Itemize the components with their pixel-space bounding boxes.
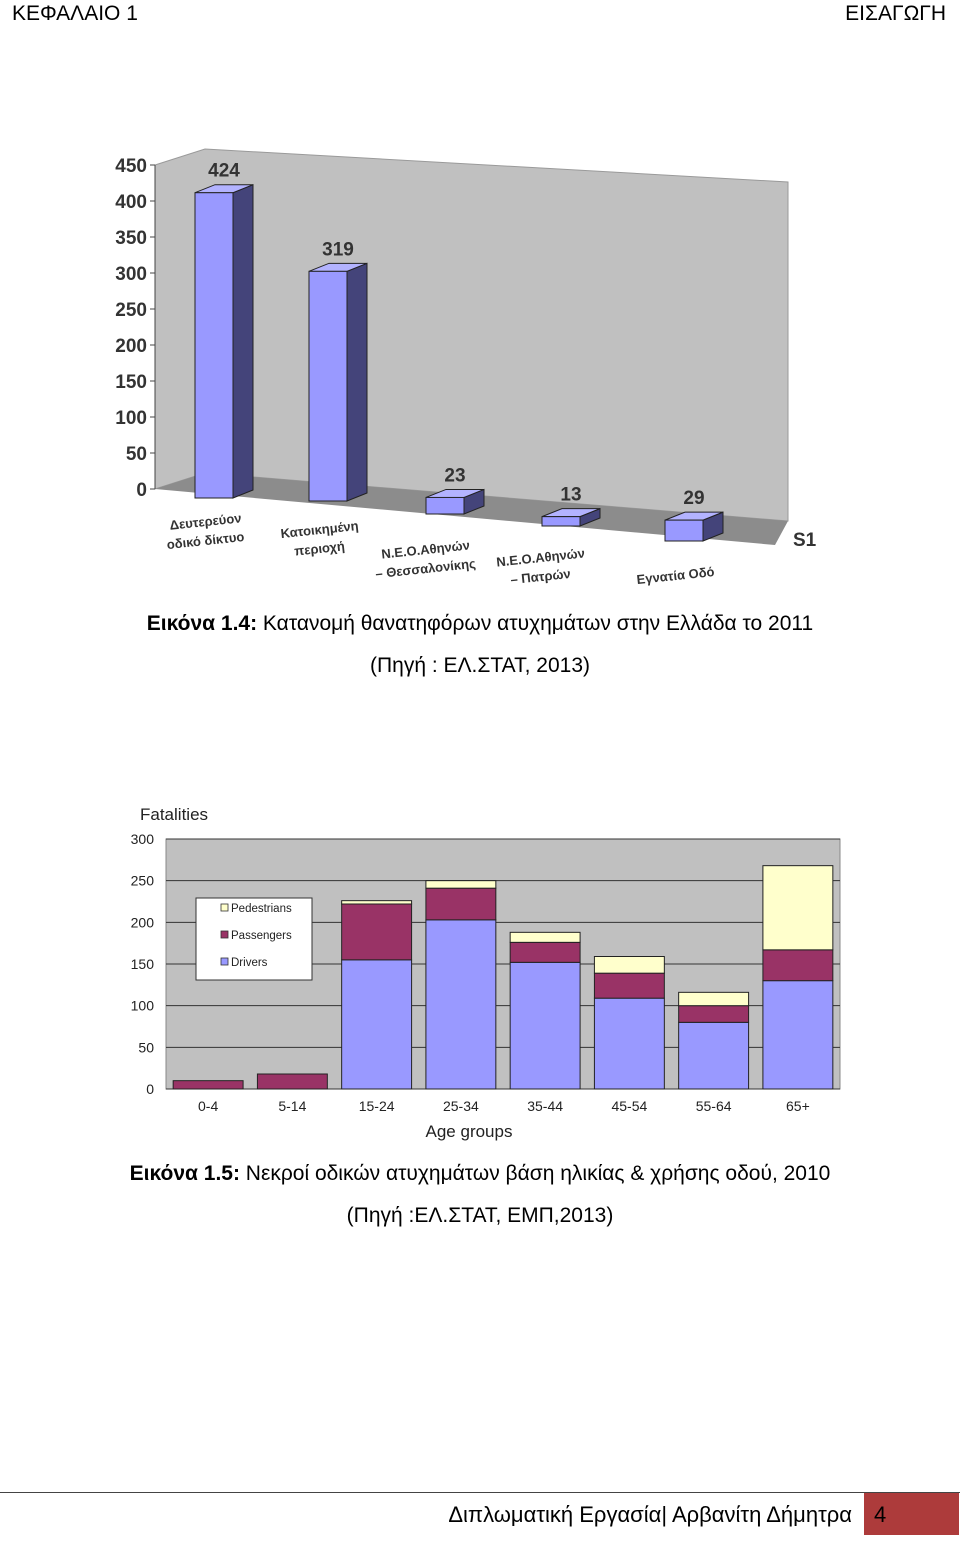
fatal-accidents-3d-bar-chart: 0 50 100 150 200 250 300 350 400 450 424 319 23 13 29 Δ…: [115, 148, 817, 587]
x-tick-label: 25-34: [443, 1098, 479, 1114]
bar-segment: [678, 991, 750, 1007]
bar-segment: [425, 880, 497, 889]
bar-segment: [341, 959, 413, 1090]
y-tick-label: 450: [115, 156, 147, 177]
bar-segment: [678, 1005, 750, 1023]
bar-segment: [593, 997, 665, 1090]
figure-2-caption-text: Νεκροί οδικών ατυχημάτων βάση ηλικίας & …: [239, 1162, 831, 1185]
x-tick-label: 0-4: [198, 1098, 218, 1114]
x-tick-label: 45-54: [611, 1098, 647, 1114]
y-tick-label: 200: [131, 914, 155, 930]
bar-segment: [341, 900, 413, 905]
category-label: Κατοικημένη: [280, 518, 359, 541]
bar-segment: [762, 949, 834, 982]
figure-2-caption: Εικόνα 1.5: Νεκροί οδικών ατυχημάτων βάσ…: [0, 1162, 960, 1186]
category-label: οδικό δίκτυο: [166, 529, 245, 552]
footer-divider: [0, 1492, 960, 1493]
bar-segment: [172, 1080, 244, 1090]
y-tick-label: 150: [131, 956, 155, 972]
y-tick-label: 300: [115, 264, 147, 285]
figure-1-caption-source: (Πηγή : ΕΛ.ΣΤΑΤ, 2013): [370, 654, 590, 677]
y-tick-label: 300: [131, 831, 155, 847]
age-groups-stacked-bar-chart: 0 50 100 150 200 250 300 0-4 5-14 15-24 25-34 35-44…: [131, 805, 841, 1141]
bar-value-label: 424: [208, 161, 240, 182]
x-tick-label: 65+: [786, 1098, 810, 1114]
bar: [664, 519, 704, 542]
bar: [308, 270, 348, 502]
y-tick-label: 0: [146, 1081, 154, 1097]
legend-label: Pedestrians: [231, 903, 292, 915]
y-tick-label: 50: [126, 444, 147, 465]
y-tick-label: 200: [115, 336, 147, 357]
category-label: περιοχή: [294, 538, 346, 558]
figure-1-caption-label: Εικόνα 1.4:: [146, 612, 258, 635]
legend-label: Drivers: [231, 957, 268, 969]
bar-value-label: 13: [560, 485, 581, 506]
legend-box: [195, 897, 313, 981]
x-tick-label: 15-24: [359, 1098, 395, 1114]
figure-1-caption: Εικόνα 1.4: Κατανομή θανατηφόρων ατυχημά…: [0, 612, 960, 636]
bar-segment: [509, 961, 581, 1090]
y-tick-label: 100: [115, 408, 147, 429]
x-tick-label: 35-44: [527, 1098, 563, 1114]
bar-segment: [341, 903, 413, 961]
bar-segment: [425, 887, 497, 921]
bar-segment: [762, 980, 834, 1090]
footer-title: Διπλωματική Εργασία| Αρβανίτη Δήμητρα: [448, 1502, 852, 1527]
page-number: 4: [874, 1502, 887, 1527]
category-label: Εγνατία Οδό: [636, 564, 715, 587]
category-label: Ν.Ε.Ο.Αθηνών: [496, 545, 586, 569]
figure-1-caption-text: Κατανομή θανατηφόρων ατυχημάτων στην Ελλ…: [257, 612, 814, 635]
bar-side: [346, 262, 368, 502]
bar-value-label: 23: [444, 465, 465, 486]
legend-swatch: [220, 903, 229, 912]
page-number-box: [864, 1493, 959, 1535]
y-tick-label: 400: [115, 192, 147, 213]
x-tick-label: 55-64: [696, 1098, 732, 1114]
bar: [425, 496, 465, 515]
legend-swatch: [220, 930, 229, 939]
y-tick-label: 250: [115, 300, 147, 321]
y-tick-label: 250: [131, 873, 155, 889]
bar-segment: [593, 956, 665, 974]
y-tick-label: 100: [131, 998, 155, 1014]
y-axis-title: Fatalities: [140, 805, 208, 824]
y-tick-label: 50: [138, 1039, 154, 1055]
x-tick-label: 5-14: [278, 1098, 306, 1114]
bar-value-label: 29: [683, 488, 704, 509]
y-tick-label: 150: [115, 372, 147, 393]
series-label: S1: [793, 530, 817, 551]
bar-segment: [256, 1073, 328, 1090]
figure-2-caption-source: (Πηγή :ΕΛ.ΣΤΑΤ, ΕΜΠ,2013): [346, 1204, 614, 1227]
figure-2-caption-label: Εικόνα 1.5:: [129, 1162, 240, 1185]
header-chapter: ΚΕΦΑΛΑΙΟ 1: [12, 2, 138, 25]
bar-segment: [425, 919, 497, 1090]
bar-value-label: 319: [322, 239, 354, 260]
category-label: Δευτερεύον: [169, 510, 242, 532]
bar-segment: [762, 865, 834, 951]
bar: [194, 192, 234, 499]
legend-swatch: [220, 957, 229, 966]
x-axis-title: Age groups: [426, 1122, 513, 1141]
bar-segment: [678, 1021, 750, 1090]
category-label: – Πατρών: [510, 566, 572, 587]
bar-segment: [509, 931, 581, 943]
header-section: ΕΙΣΑΓΩΓΗ: [845, 2, 946, 25]
y-tick-label: 350: [115, 228, 147, 249]
y-tick-label: 0: [136, 480, 147, 501]
bar: [541, 516, 581, 527]
legend-label: Passengers: [231, 930, 292, 942]
bar-segment: [509, 941, 581, 963]
bar-side: [232, 183, 254, 499]
bar-segment: [593, 972, 665, 999]
